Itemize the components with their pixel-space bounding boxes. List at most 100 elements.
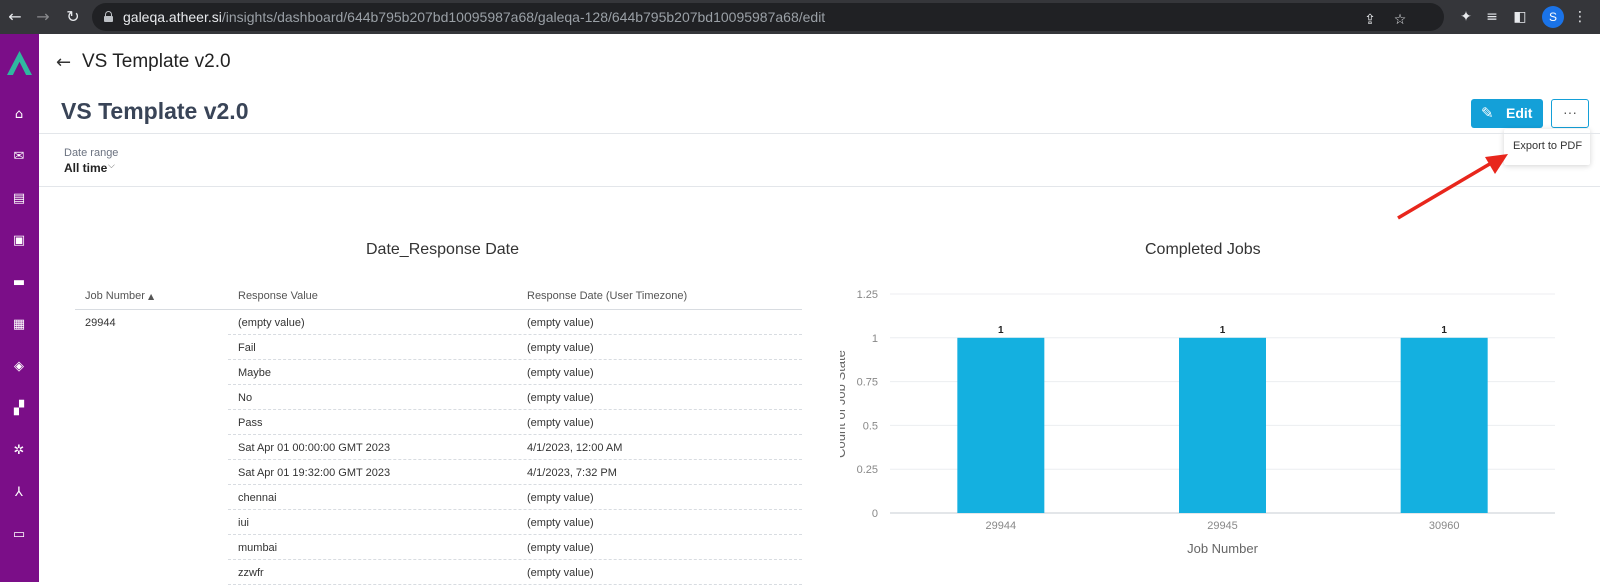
table-row: Sat Apr 01 19:32:00 GMT 2023 4/1/2023, 7:… xyxy=(75,460,802,485)
table-cell: 29944 xyxy=(85,317,116,329)
y-tick-label: 1.25 xyxy=(857,289,878,301)
table-row: Maybe (empty value) xyxy=(75,360,802,385)
data-label: 1 xyxy=(1220,325,1226,336)
browser-toolbar: ← → ↻ galeqa.atheer.si/insights/dashboar… xyxy=(0,0,1600,34)
table-cell: (empty value) xyxy=(527,367,594,379)
browser-menu-icon[interactable]: ⋮ xyxy=(1573,9,1587,25)
book-icon[interactable]: ◈ xyxy=(14,359,24,374)
table-body: 29944 (empty value) (empty value) Fail (empt… xyxy=(75,310,802,585)
table-cell: (empty value) xyxy=(527,492,594,504)
table-cell: Maybe xyxy=(238,367,272,379)
y-tick-label: 1 xyxy=(872,333,878,345)
url-text: galeqa.atheer.si/insights/dashboard/644b… xyxy=(123,9,826,25)
forward-nav-icon[interactable]: → xyxy=(36,7,50,26)
dashboard-icon[interactable]: ▞ xyxy=(14,401,24,416)
y-tick-label: 0.5 xyxy=(863,420,878,432)
row-divider xyxy=(228,409,802,410)
column-header-response-date[interactable]: Response Date (User Timezone) xyxy=(527,290,688,302)
chart-title: Completed Jobs xyxy=(1145,241,1261,258)
row-divider xyxy=(228,434,802,435)
address-bar[interactable]: galeqa.atheer.si/insights/dashboard/644b… xyxy=(92,3,1444,31)
table-cell: No xyxy=(238,392,253,404)
x-axis-label: Job Number xyxy=(1187,541,1258,556)
table-row: 29944 (empty value) (empty value) xyxy=(75,310,802,335)
breadcrumb-title: VS Template v2.0 xyxy=(82,51,231,72)
table-cell: (empty value) xyxy=(527,317,594,329)
share-icon[interactable]: ⇪ xyxy=(1364,12,1376,28)
table-cell: (empty value) xyxy=(527,417,594,429)
back-nav-icon[interactable]: ← xyxy=(8,7,22,26)
row-divider xyxy=(228,384,802,385)
chat-icon[interactable]: ✉ xyxy=(13,149,25,164)
row-divider xyxy=(228,534,802,535)
media-icon[interactable]: ≡ xyxy=(1486,9,1498,25)
chip-icon[interactable]: ▦ xyxy=(12,317,26,332)
y-tick-label: 0 xyxy=(872,508,878,520)
row-divider xyxy=(228,359,802,360)
date-range-select[interactable]: All time xyxy=(64,161,108,175)
reload-icon[interactable]: ↻ xyxy=(66,7,80,26)
network-icon[interactable]: ✲ xyxy=(13,443,25,458)
table-row: Sat Apr 01 00:00:00 GMT 2023 4/1/2023, 12… xyxy=(75,435,802,460)
table-cell: Pass xyxy=(238,417,263,429)
message-icon[interactable]: ▤ xyxy=(12,191,26,206)
chevron-down-icon[interactable]: ⌵ xyxy=(108,161,115,171)
table-cell: (empty value) xyxy=(527,392,594,404)
row-divider xyxy=(228,509,802,510)
lock-icon xyxy=(104,11,113,22)
back-arrow-icon[interactable]: ← xyxy=(56,52,72,73)
table-cell: Sat Apr 01 00:00:00 GMT 2023 xyxy=(238,442,391,454)
side-panel-icon[interactable]: ◧ xyxy=(1513,9,1527,25)
row-divider xyxy=(228,459,802,460)
table-cell: zzwfr xyxy=(238,567,264,579)
divider xyxy=(39,186,1600,187)
home-icon[interactable]: ⌂ xyxy=(14,107,24,122)
id-card-icon[interactable]: ▭ xyxy=(12,527,26,542)
clipboard-icon[interactable]: ▣ xyxy=(12,233,26,248)
data-label: 1 xyxy=(998,325,1004,336)
table-cell: (empty value) xyxy=(238,317,305,329)
extensions-icon[interactable]: ✦ xyxy=(1460,9,1472,25)
row-divider xyxy=(228,559,802,560)
table-cell: (empty value) xyxy=(527,542,594,554)
y-axis-label: Count of Job State xyxy=(840,350,848,458)
app-sidebar: ⌂ ✉ ▤ ▣ ▬ ▦ ◈ ▞ ✲ ⅄ ▭ xyxy=(0,34,39,582)
table-widget-title: Date_Response Date xyxy=(366,241,519,258)
edit-button-label: Edit xyxy=(1506,105,1533,121)
table-cell: (empty value) xyxy=(527,342,594,354)
table-cell: Sat Apr 01 19:32:00 GMT 2023 xyxy=(238,467,391,479)
table-row: zzwfr (empty value) xyxy=(75,560,802,585)
options-dropdown: Export to PDF xyxy=(1504,129,1590,165)
completed-jobs-chart: 0 0.25 0.5 0.75 1 1.25 1 29944 1 29945 1 30960 Job N… xyxy=(840,289,1555,556)
table-row: Pass (empty value) xyxy=(75,410,802,435)
y-tick-label: 0.75 xyxy=(857,377,878,389)
table-cell: (empty value) xyxy=(527,567,594,579)
export-to-pdf-menu-item[interactable]: Export to PDF xyxy=(1513,140,1583,152)
table-row: iui (empty value) xyxy=(75,510,802,535)
data-label: 1 xyxy=(1441,325,1447,336)
table-header: Job Number ▲ Response Value Response Dat… xyxy=(75,283,802,310)
atheer-logo[interactable] xyxy=(6,50,33,76)
more-options-button[interactable]: ··· xyxy=(1551,99,1589,128)
column-header-response-value[interactable]: Response Value xyxy=(238,290,318,302)
table-cell: 4/1/2023, 7:32 PM xyxy=(527,467,617,479)
workflow-icon[interactable]: ⅄ xyxy=(15,485,23,500)
table-cell: mumbai xyxy=(238,542,278,554)
column-header-job-number[interactable]: Job Number ▲ xyxy=(85,290,155,302)
x-tick-label: 29945 xyxy=(1207,520,1238,532)
table-row: mumbai (empty value) xyxy=(75,535,802,560)
table-cell: (empty value) xyxy=(527,517,594,529)
table-cell: iui xyxy=(238,517,250,529)
table-row: chennai (empty value) xyxy=(75,485,802,510)
star-icon[interactable]: ☆ xyxy=(1393,12,1407,28)
sort-asc-icon: ▲ xyxy=(147,292,155,301)
divider xyxy=(39,133,1600,134)
row-divider xyxy=(228,334,802,335)
row-divider xyxy=(228,484,802,485)
edit-button[interactable]: ✎ Edit xyxy=(1471,99,1543,128)
x-tick-label: 30960 xyxy=(1429,520,1460,532)
page-title: VS Template v2.0 xyxy=(61,98,249,124)
bar xyxy=(1179,337,1266,513)
cards-icon[interactable]: ▬ xyxy=(12,275,26,290)
profile-avatar[interactable]: S xyxy=(1542,6,1564,28)
